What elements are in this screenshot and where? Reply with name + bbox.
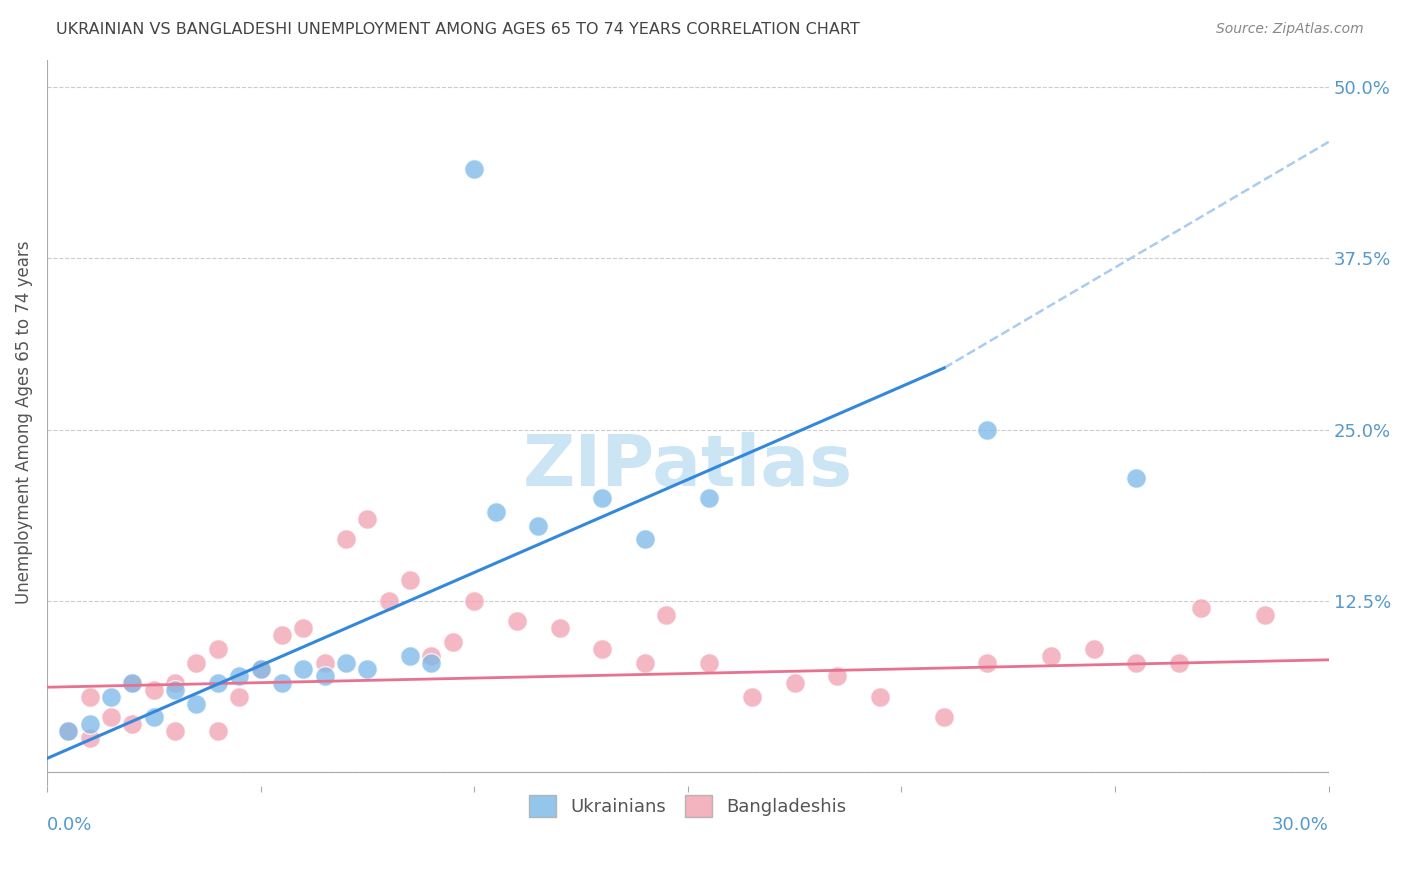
Point [506, 615, 529, 629]
Point [484, 505, 506, 519]
Point [270, 628, 292, 642]
Point [697, 656, 720, 670]
Legend: Ukrainians, Bangladeshis: Ukrainians, Bangladeshis [522, 788, 853, 824]
Point [79, 690, 101, 704]
Point [186, 656, 208, 670]
Text: 0.0%: 0.0% [46, 816, 93, 834]
Point [58, 724, 80, 739]
Point [121, 717, 143, 731]
Point [228, 669, 250, 683]
Point [591, 641, 613, 656]
Point [142, 683, 165, 698]
Point [100, 690, 122, 704]
Text: 30.0%: 30.0% [1272, 816, 1329, 834]
Point [869, 690, 891, 704]
Point [207, 724, 229, 739]
Point [79, 717, 101, 731]
Point [270, 676, 292, 690]
Point [186, 697, 208, 711]
Point [356, 511, 378, 525]
Point [591, 491, 613, 505]
Text: UKRAINIAN VS BANGLADESHI UNEMPLOYMENT AMONG AGES 65 TO 74 YEARS CORRELATION CHAR: UKRAINIAN VS BANGLADESHI UNEMPLOYMENT AM… [56, 22, 860, 37]
Point [1253, 607, 1275, 622]
Point [249, 662, 271, 676]
Point [165, 724, 187, 739]
Point [249, 662, 271, 676]
Point [121, 676, 143, 690]
Point [1083, 641, 1105, 656]
Point [292, 621, 315, 635]
Point [165, 676, 187, 690]
Point [741, 690, 763, 704]
Point [207, 676, 229, 690]
Point [314, 656, 336, 670]
Point [314, 669, 336, 683]
Point [1189, 600, 1212, 615]
Point [228, 690, 250, 704]
Point [783, 676, 806, 690]
Point [527, 518, 550, 533]
Point [58, 724, 80, 739]
Point [121, 676, 143, 690]
Point [142, 710, 165, 724]
Point [463, 162, 485, 177]
Point [377, 594, 399, 608]
Point [1125, 656, 1147, 670]
Point [827, 669, 849, 683]
Point [165, 683, 187, 698]
Text: ZIPatlas: ZIPatlas [523, 432, 853, 500]
Point [356, 662, 378, 676]
Point [441, 635, 464, 649]
Point [1040, 648, 1063, 663]
Point [634, 533, 657, 547]
Point [976, 423, 998, 437]
Text: Source: ZipAtlas.com: Source: ZipAtlas.com [1216, 22, 1364, 37]
Point [420, 656, 443, 670]
Point [1168, 656, 1191, 670]
Point [655, 607, 678, 622]
Y-axis label: Unemployment Among Ages 65 to 74 years: Unemployment Among Ages 65 to 74 years [15, 241, 32, 605]
Point [548, 621, 571, 635]
Point [463, 594, 485, 608]
Point [207, 641, 229, 656]
Point [1125, 470, 1147, 484]
Point [335, 656, 357, 670]
Point [420, 648, 443, 663]
Point [976, 656, 998, 670]
Point [697, 491, 720, 505]
Point [79, 731, 101, 745]
Point [335, 533, 357, 547]
Point [399, 648, 422, 663]
Point [634, 656, 657, 670]
Point [292, 662, 315, 676]
Point [399, 574, 422, 588]
Point [934, 710, 956, 724]
Point [100, 710, 122, 724]
